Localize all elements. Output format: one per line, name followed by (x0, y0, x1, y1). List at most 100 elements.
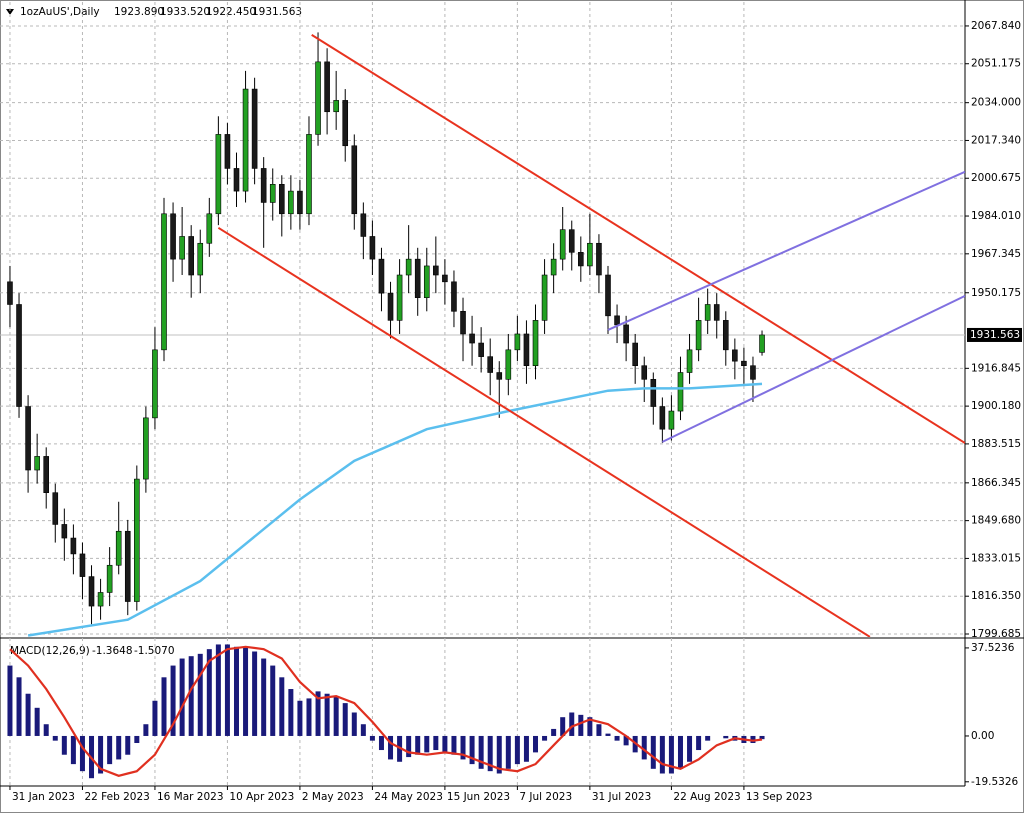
macd-bar (605, 733, 611, 736)
macd-bar (677, 735, 683, 769)
candle-body (523, 333, 530, 367)
candle-body (251, 88, 258, 169)
y-tick-label: 1984.010 (971, 210, 1021, 222)
y-tick-label: 1816.350 (971, 590, 1021, 602)
candle-body (387, 292, 394, 321)
candle-body (505, 349, 512, 380)
candle-body (25, 406, 31, 471)
macd-bar (650, 735, 656, 769)
candle-body (414, 258, 421, 298)
candle-body (206, 213, 213, 244)
macd-bar (641, 735, 647, 760)
candle-body (750, 365, 756, 380)
y-tick-label: 1916.845 (971, 362, 1021, 374)
candle-body (16, 304, 22, 407)
macd-bar (134, 735, 140, 744)
macd-bar (696, 735, 702, 751)
y-tick-label: 1849.680 (971, 515, 1021, 527)
candle-body (43, 456, 50, 493)
candle-body (369, 236, 376, 260)
candle-body (351, 145, 358, 215)
macd-bar (270, 665, 276, 736)
macd-bar (306, 698, 312, 736)
signal-line (9, 645, 763, 777)
macd-bar (496, 735, 502, 774)
candle-body (514, 333, 521, 351)
candle-body (152, 349, 158, 419)
macd-bar (43, 724, 49, 736)
candle-body (478, 342, 484, 357)
trend-line (217, 226, 871, 637)
macd-bar (505, 735, 511, 769)
candle-body (242, 88, 249, 192)
y-tick-label: 0.00 (971, 730, 994, 742)
macd-bar (179, 658, 185, 736)
macd-title: MACD(12,26,9) (10, 645, 90, 657)
candle-body (143, 417, 149, 480)
candle-body (668, 410, 675, 430)
macd-bar (333, 696, 339, 736)
macd-bar (288, 689, 294, 736)
macd-bar (542, 735, 548, 741)
candle-body (161, 213, 167, 351)
macd-bar (351, 712, 357, 736)
macd-bar (25, 693, 31, 736)
close-value: 1931.563 (252, 6, 302, 18)
candle-body (550, 258, 557, 276)
candle-body (124, 530, 131, 602)
macd-bar (243, 646, 249, 736)
candle-body (260, 168, 267, 203)
y-tick-label: 1967.345 (971, 248, 1021, 260)
macd-bar (578, 714, 584, 736)
candle-body (88, 576, 95, 607)
candle-body (451, 281, 457, 312)
candle-body (79, 553, 86, 577)
candle-body (215, 134, 222, 215)
y-tick-label: 1799.685 (971, 628, 1021, 640)
candle-body (269, 184, 276, 203)
y-tick-label: 1883.515 (971, 438, 1021, 450)
candle-body (442, 274, 448, 283)
low-value: 1922.450 (206, 6, 256, 18)
macd-bar (161, 677, 167, 736)
macd-bar (197, 653, 203, 736)
macd-bar (79, 735, 85, 772)
macd-bar (215, 644, 221, 736)
macd-bar (252, 651, 258, 736)
last-price-box (967, 327, 1022, 342)
candle-body (650, 379, 657, 407)
macd-bar (460, 735, 466, 760)
candle-body (759, 334, 765, 353)
macd-bar (750, 735, 756, 744)
y-tick-label: 2000.675 (971, 172, 1021, 184)
macd-value: -1.3648 (92, 645, 133, 657)
candle-body (61, 524, 68, 539)
x-tick-label: 2 May 2023 (302, 791, 364, 803)
candle-body (315, 61, 321, 135)
candle-body (713, 304, 720, 321)
candle-body (578, 252, 584, 267)
macd-bar (360, 724, 366, 736)
macd-bar (315, 691, 321, 736)
macd-bar (261, 658, 267, 736)
candle-body (686, 349, 693, 373)
candle-body (378, 258, 385, 294)
macd-bar (98, 735, 104, 774)
menu-triangle[interactable] (6, 9, 14, 15)
candle-body (342, 100, 349, 147)
y-tick-label: 37.5236 (971, 642, 1015, 654)
macd-bar (551, 728, 557, 736)
candle-body (704, 304, 711, 321)
macd-bar (623, 735, 629, 746)
macd-bar (378, 735, 384, 751)
y-tick-label: 2067.840 (971, 20, 1021, 32)
candle-body (134, 478, 140, 602)
candle-body (568, 229, 575, 253)
candle-body (297, 190, 303, 215)
x-tick-label: 13 Sep 2023 (746, 791, 813, 803)
x-tick-label: 10 Apr 2023 (229, 791, 294, 803)
macd-bar (560, 717, 566, 736)
y-tick-label: 2051.175 (971, 58, 1021, 70)
macd-bar (206, 649, 212, 736)
macd-bar (659, 735, 665, 774)
